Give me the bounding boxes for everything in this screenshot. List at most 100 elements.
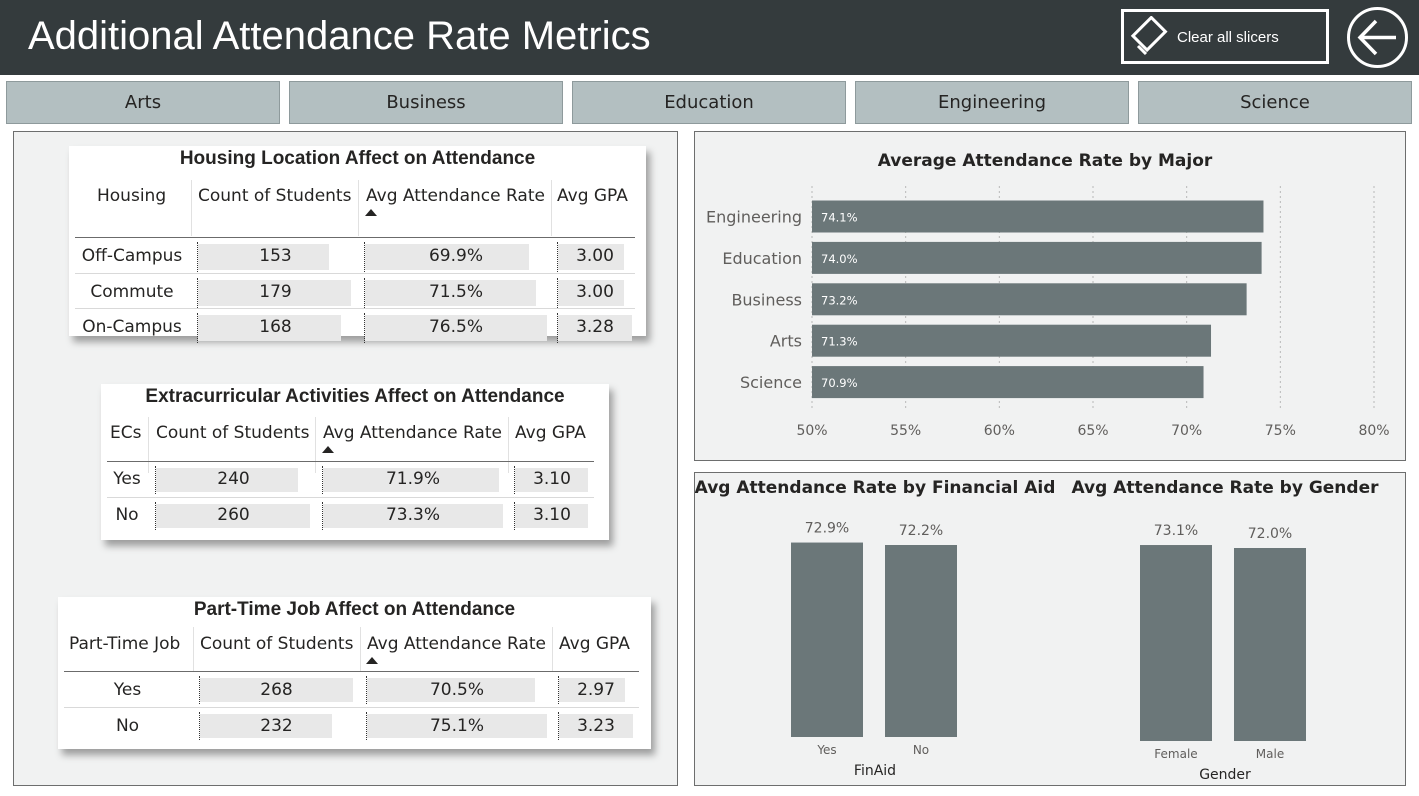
- count-databar: [156, 504, 310, 528]
- bar-axis: [366, 676, 367, 704]
- slicer-tab-business[interactable]: Business: [289, 81, 563, 124]
- part-time-job-table: Part-Time Job Affect on Attendance Part-…: [58, 597, 651, 749]
- bar-axis: [197, 278, 198, 308]
- eraser-icon: [1130, 16, 1168, 56]
- bar-axis: [557, 313, 558, 343]
- data-label: 72.9%: [805, 521, 849, 537]
- row-divider: [64, 707, 639, 708]
- x-tick-label: 60%: [984, 423, 1015, 439]
- bar-axis: [197, 313, 198, 343]
- col-divider: [360, 627, 361, 671]
- row-divider: [75, 273, 635, 274]
- table-row-label: No: [115, 716, 140, 736]
- rate-col-header[interactable]: Avg Attendance Rate: [367, 634, 546, 654]
- gpa-col-header[interactable]: Avg GPA: [515, 423, 586, 443]
- x-tick-label: 70%: [1171, 423, 1202, 439]
- y-tick-label: Science: [740, 373, 802, 392]
- clear-slicers-label: Clear all slicers: [1177, 29, 1279, 46]
- table-cell-count: 260: [217, 505, 250, 525]
- clear-slicers-button[interactable]: Clear all slicers: [1121, 9, 1329, 64]
- table-cell-rate: 76.5%: [428, 317, 483, 337]
- count-col-header[interactable]: Count of Students: [200, 634, 354, 654]
- bar-axis: [322, 502, 323, 530]
- y-tick-label: Engineering: [706, 208, 802, 227]
- header-divider: [64, 671, 639, 672]
- bar-axis: [558, 676, 559, 704]
- sort-ascending-icon: [366, 657, 378, 664]
- job-col-header[interactable]: Part-Time Job: [69, 634, 181, 654]
- rate-col-header[interactable]: Avg Attendance Rate: [366, 186, 545, 206]
- slicer-tab-education[interactable]: Education: [572, 81, 846, 124]
- x-tick-label: 50%: [796, 423, 827, 439]
- header-divider: [107, 461, 594, 462]
- bar-axis: [557, 242, 558, 272]
- col-divider: [552, 627, 553, 671]
- x-tick-label: Male: [1256, 747, 1284, 761]
- slicer-tab-engineering[interactable]: Engineering: [855, 81, 1129, 124]
- count-col-header[interactable]: Count of Students: [156, 423, 310, 443]
- table-cell-rate: 70.5%: [429, 680, 484, 700]
- x-tick-label: 65%: [1077, 423, 1108, 439]
- bar-axis: [364, 313, 365, 343]
- data-label: 73.1%: [1154, 523, 1198, 539]
- count-databar: [198, 315, 341, 341]
- x-tick-label: No: [913, 743, 929, 757]
- slicer-tab-science[interactable]: Science: [1138, 81, 1412, 124]
- row-divider: [75, 308, 635, 309]
- col-divider: [315, 417, 316, 473]
- bar-arts: [812, 324, 1212, 357]
- count-databar: [200, 678, 353, 702]
- rate-databar: [365, 280, 536, 306]
- extracurricular-table-title: Extracurricular Activities Affect on Att…: [145, 386, 565, 407]
- gpa-col-header[interactable]: Avg GPA: [559, 634, 630, 654]
- chart-title: Average Attendance Rate by Major: [878, 151, 1213, 171]
- ecs-col-header[interactable]: ECs: [110, 423, 142, 443]
- table-row-label: Commute: [90, 282, 174, 302]
- housing-col-header[interactable]: Housing: [97, 186, 167, 206]
- rate-databar: [365, 315, 547, 341]
- bar-axis: [155, 466, 156, 494]
- count-databar: [200, 714, 332, 738]
- data-label: 72.2%: [899, 523, 943, 539]
- table-cell-count: 240: [217, 469, 250, 489]
- table-row-label: Yes: [113, 680, 142, 700]
- data-label: 70.9%: [821, 376, 858, 390]
- bar-axis: [364, 278, 365, 308]
- table-row-label: On-Campus: [82, 317, 182, 337]
- x-axis-title: Gender: [1199, 767, 1251, 783]
- rate-col-header[interactable]: Avg Attendance Rate: [323, 423, 502, 443]
- data-label: 74.0%: [821, 252, 858, 266]
- bar-male: [1234, 548, 1306, 741]
- table-cell-gpa: 3.00: [576, 282, 614, 302]
- bar-axis: [199, 712, 200, 740]
- table-cell-gpa: 3.28: [576, 317, 614, 337]
- col-divider: [193, 627, 194, 671]
- extracurricular-table: Extracurricular Activities Affect on Att…: [101, 384, 609, 540]
- table-cell-count: 268: [260, 680, 293, 700]
- x-axis-title: FinAid: [854, 763, 896, 779]
- bar-axis: [322, 466, 323, 494]
- gpa-databar: [558, 280, 624, 306]
- bar-axis: [557, 278, 558, 308]
- bar-education: [812, 241, 1262, 274]
- rate-databar: [367, 678, 535, 702]
- bar-engineering: [812, 200, 1264, 233]
- gpa-col-header[interactable]: Avg GPA: [557, 186, 628, 206]
- col-divider: [508, 417, 509, 473]
- attendance-by-major-chart[interactable]: Average Attendance Rate by Major 50% 55% 60…: [695, 132, 1405, 460]
- finaid-gender-charts[interactable]: Avg Attendance Rate by Financial Aid 72.9…: [695, 473, 1405, 785]
- table-cell-gpa: 3.10: [533, 505, 571, 525]
- bar-female: [1140, 545, 1212, 741]
- bar-axis: [364, 242, 365, 272]
- page-title: Additional Attendance Rate Metrics: [28, 14, 651, 58]
- table-row-label: No: [115, 505, 139, 525]
- bar-axis: [514, 502, 515, 530]
- housing-table-title: Housing Location Affect on Attendance: [179, 148, 536, 169]
- back-arrow-icon[interactable]: [1346, 6, 1409, 69]
- slicer-tab-arts[interactable]: Arts: [6, 81, 280, 124]
- table-cell-rate: 75.1%: [429, 716, 484, 736]
- gpa-databar: [559, 678, 625, 702]
- count-col-header[interactable]: Count of Students: [198, 186, 352, 206]
- sort-ascending-icon: [322, 446, 334, 453]
- data-label: 73.2%: [821, 293, 858, 307]
